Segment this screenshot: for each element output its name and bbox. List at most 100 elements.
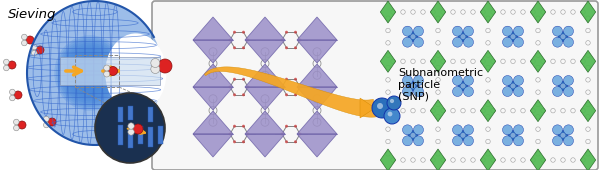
Polygon shape [530,100,546,122]
Ellipse shape [56,37,124,109]
Bar [118,125,123,145]
Circle shape [553,75,563,86]
Polygon shape [245,40,285,63]
Circle shape [452,75,463,86]
Polygon shape [580,50,596,72]
Bar [148,107,153,122]
Polygon shape [430,1,446,23]
Circle shape [403,26,413,36]
Polygon shape [430,149,446,170]
Polygon shape [245,134,285,157]
Bar [138,126,143,144]
FancyBboxPatch shape [152,1,598,170]
Circle shape [128,129,134,135]
Circle shape [242,125,245,128]
Circle shape [22,34,27,40]
Bar [60,57,160,85]
Circle shape [372,98,392,118]
Circle shape [452,125,463,135]
Circle shape [563,37,574,47]
Circle shape [44,122,49,128]
Circle shape [247,132,250,135]
Circle shape [18,121,26,129]
Circle shape [452,136,463,146]
Polygon shape [193,64,233,87]
Ellipse shape [72,54,108,92]
Circle shape [26,36,34,44]
Circle shape [403,75,413,86]
Polygon shape [380,100,396,122]
Circle shape [410,34,415,39]
Ellipse shape [61,43,119,103]
Circle shape [461,83,466,89]
Circle shape [10,89,15,95]
Circle shape [511,133,515,138]
Bar [128,128,133,148]
Ellipse shape [77,60,103,86]
Circle shape [563,87,574,97]
Ellipse shape [67,48,113,98]
Circle shape [514,136,523,146]
Circle shape [104,65,110,71]
Circle shape [294,93,297,96]
Circle shape [242,140,245,143]
Circle shape [285,46,288,49]
Circle shape [233,93,236,96]
Polygon shape [204,67,377,117]
Circle shape [22,40,27,46]
Circle shape [508,130,518,140]
Polygon shape [481,50,496,72]
Circle shape [558,32,568,42]
Polygon shape [580,100,596,122]
Circle shape [464,37,473,47]
Circle shape [563,26,574,36]
Circle shape [508,81,518,91]
Circle shape [413,26,424,36]
Circle shape [503,136,512,146]
Polygon shape [360,98,375,118]
Ellipse shape [105,33,166,113]
Circle shape [14,119,19,125]
Circle shape [294,140,297,143]
Circle shape [403,87,413,97]
Ellipse shape [65,47,115,99]
Ellipse shape [86,69,94,77]
Polygon shape [530,50,546,72]
Circle shape [95,93,165,163]
Circle shape [461,133,466,138]
Bar [118,107,123,122]
Circle shape [32,50,37,56]
Circle shape [229,132,232,135]
Circle shape [233,78,236,81]
Polygon shape [193,134,233,157]
Circle shape [285,31,288,34]
Circle shape [410,133,415,138]
Circle shape [384,108,400,124]
Circle shape [48,118,56,126]
Circle shape [247,38,250,41]
Circle shape [294,31,297,34]
Circle shape [553,125,563,135]
Polygon shape [193,87,233,110]
Circle shape [514,125,523,135]
Circle shape [229,38,232,41]
Circle shape [242,78,245,81]
Ellipse shape [85,67,95,79]
Ellipse shape [63,45,117,101]
Ellipse shape [54,35,126,111]
Ellipse shape [58,39,122,107]
Circle shape [151,58,160,67]
Circle shape [104,71,110,77]
Circle shape [4,59,9,65]
Polygon shape [530,1,546,23]
Polygon shape [245,111,285,134]
Circle shape [452,26,463,36]
Circle shape [408,32,418,42]
Circle shape [285,78,288,81]
Circle shape [413,75,424,86]
Circle shape [511,83,515,89]
Circle shape [503,26,512,36]
Circle shape [390,99,394,103]
Circle shape [247,86,250,89]
Circle shape [452,37,463,47]
